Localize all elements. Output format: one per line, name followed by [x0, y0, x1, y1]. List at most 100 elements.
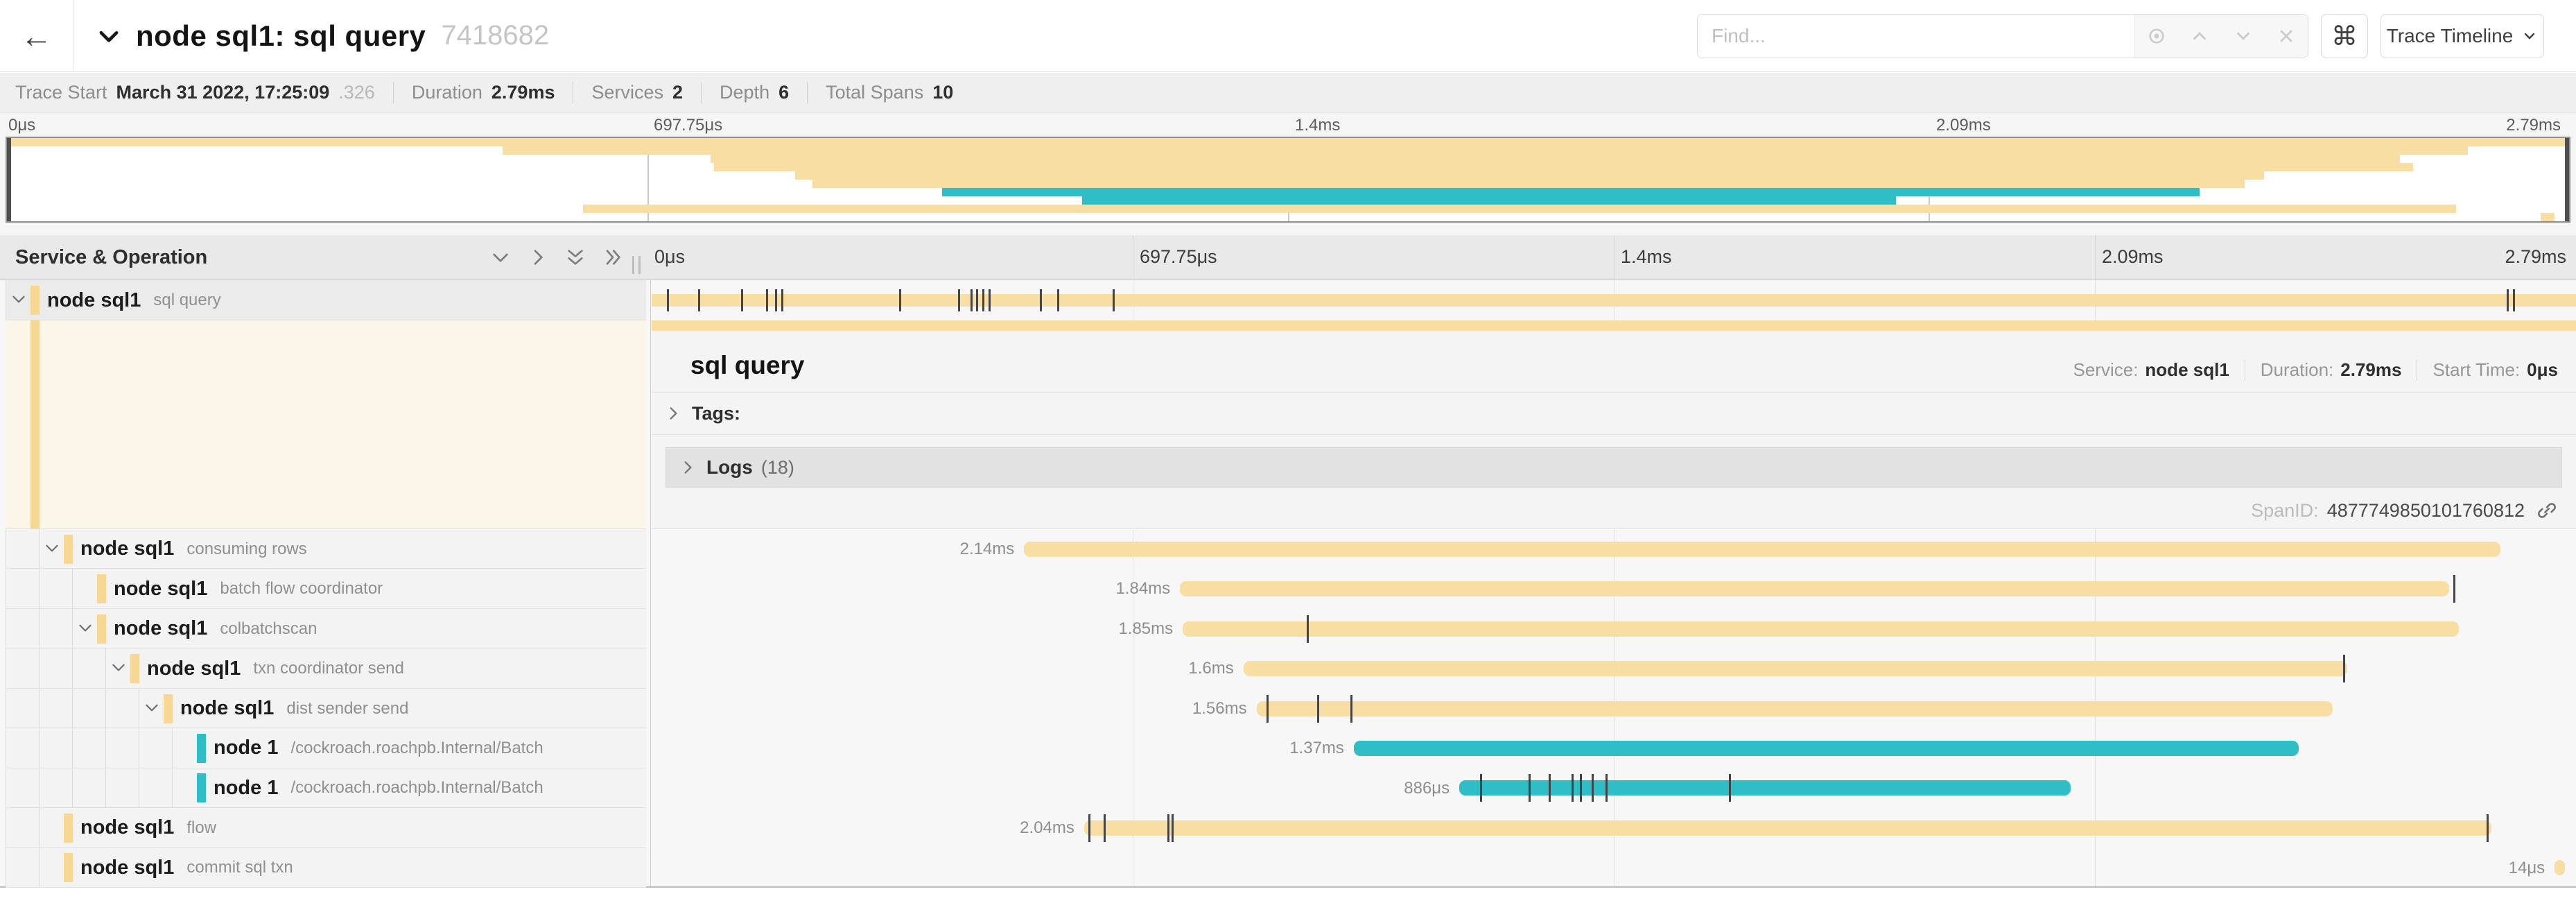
span-duration-bar[interactable] [2555, 860, 2566, 876]
expand-chevron-icon[interactable] [143, 698, 161, 716]
span-row-name-cell[interactable]: node sql1 txn coordinator send [6, 648, 646, 689]
service-operation-header: Service & Operation [15, 246, 208, 268]
span-duration-bar[interactable] [1459, 780, 2071, 796]
span-row-timeline-cell[interactable]: 2.14ms [652, 529, 2576, 569]
span-row-labels: node 1/cockroach.roachpb.Internal/Batch [214, 768, 543, 808]
focus-match-icon[interactable] [2144, 24, 2169, 49]
indent-guide [105, 688, 106, 728]
span-duration-bar[interactable] [1084, 820, 2491, 836]
clear-find-icon[interactable] [2274, 24, 2299, 49]
span-operation-name: commit sql txn [186, 858, 293, 877]
prev-match-icon[interactable] [2187, 24, 2212, 49]
selected-span-bar[interactable] [652, 320, 2576, 331]
chevron-down-icon [2525, 33, 2535, 40]
span-row-timeline-cell[interactable]: 2.04ms [652, 808, 2576, 848]
back-button[interactable]: ← [0, 0, 73, 71]
span-row-name-cell[interactable]: node sql1 batch flow coordinator [6, 569, 646, 609]
span-event-tick [1088, 814, 1090, 842]
span-row-name-cell[interactable]: node sql1 dist sender send [6, 688, 646, 729]
summary-value: 6 [778, 82, 790, 103]
span-row-timeline-cell[interactable] [652, 280, 2576, 320]
span-row-timeline-cell[interactable]: 1.85ms [652, 609, 2576, 648]
span-event-tick [975, 289, 978, 311]
span-row: node sql1 colbatchscan 1.85ms [0, 608, 2576, 649]
indent-guide [39, 608, 40, 648]
span-duration-label: 1.84ms [1115, 579, 1171, 599]
minimap-gridline [647, 138, 649, 221]
minimap-span-bar [812, 180, 2245, 188]
expand-chevron-icon[interactable] [43, 539, 61, 557]
span-event-tick [1103, 814, 1106, 842]
span-event-tick [1307, 614, 1309, 643]
span-row-labels: node sql1 batch flow coordinator [114, 569, 383, 608]
span-service-name: node sql1 [114, 617, 208, 640]
axis-gridline [2095, 235, 2096, 280]
span-operation-name: dist sender send [286, 698, 409, 718]
span-operation-name: txn coordinator send [253, 659, 404, 678]
span-duration-bar[interactable] [1256, 700, 2333, 716]
column-resize-handle[interactable] [632, 256, 641, 274]
collapse-all-icon[interactable] [564, 246, 586, 268]
expand-chevron-icon[interactable] [76, 619, 94, 637]
find-group [1697, 14, 2308, 58]
span-row-name-cell[interactable]: node sql1 consuming rows [6, 529, 646, 569]
deep-link-icon[interactable] [2536, 499, 2558, 522]
column-splitter[interactable] [650, 280, 651, 886]
span-duration-bar[interactable] [1353, 740, 2299, 756]
next-match-icon[interactable] [2231, 24, 2256, 49]
minimap-span-bar [582, 205, 2457, 213]
span-service-name: node 1 [214, 737, 279, 759]
view-select-button[interactable]: Trace Timeline [2381, 14, 2544, 58]
span-row-name-cell[interactable]: node 1/cockroach.roachpb.Internal/Batch [6, 768, 646, 809]
summary-label: Trace Start [15, 82, 107, 103]
span-event-tick [666, 289, 669, 311]
minimap-canvas[interactable] [6, 137, 2570, 223]
expand-all-icon[interactable] [602, 246, 624, 268]
expand-chevron-icon[interactable] [110, 658, 128, 676]
keyboard-shortcuts-button[interactable]: ⌘ [2321, 14, 2368, 58]
span-event-tick [766, 289, 769, 311]
span-row-name-cell[interactable]: node sql1 sql query [6, 280, 646, 320]
span-row-timeline-cell[interactable]: 14μs [652, 848, 2576, 888]
span-color-accent [130, 654, 139, 684]
minimap-right-handle[interactable] [2565, 138, 2569, 221]
minimap-left-handle[interactable] [7, 138, 11, 221]
span-row-timeline-cell[interactable]: 1.37ms [652, 728, 2576, 768]
span-duration-bar[interactable] [1024, 541, 2500, 557]
span-operation-name: flow [186, 818, 217, 837]
span-color-accent [64, 813, 73, 843]
span-row-name-cell[interactable]: node 1/cockroach.roachpb.Internal/Batch [6, 728, 646, 768]
span-duration-bar[interactable] [652, 294, 2576, 307]
collapse-one-icon[interactable] [489, 246, 512, 268]
span-row-name-cell[interactable]: node sql1 flow [6, 808, 646, 848]
tags-accordion[interactable]: Tags: [652, 392, 2576, 435]
page-header: ← node sql1: sql query 7418682 [0, 0, 2576, 72]
span-event-tick [781, 289, 784, 311]
span-event-tick [2342, 655, 2345, 683]
expand-one-icon[interactable] [527, 246, 549, 268]
span-duration-bar[interactable] [1180, 581, 2449, 597]
minimap-span-bar [503, 146, 2469, 155]
summary-item: Services 2 [573, 82, 683, 103]
span-event-tick [1040, 289, 1043, 311]
minimap-span-bar [941, 188, 2200, 196]
find-input[interactable] [1698, 15, 2134, 58]
span-duration-bar[interactable] [1243, 661, 2347, 677]
span-row-name-cell[interactable]: node sql1 colbatchscan [6, 608, 646, 649]
axis-gridline [1614, 235, 1615, 280]
span-row-timeline-cell[interactable]: 1.6ms [652, 648, 2576, 688]
logs-accordion[interactable]: Logs (18) [665, 447, 2562, 488]
summary-item: Depth 6 [701, 82, 789, 103]
span-row-name-cell[interactable]: node sql1 commit sql txn [6, 848, 646, 888]
span-operation-name: batch flow coordinator [220, 579, 383, 599]
span-event-tick [1317, 694, 1320, 723]
span-row-labels: node sql1 sql query [47, 280, 221, 320]
span-duration-bar[interactable] [1183, 621, 2459, 637]
summary-item: Trace Start March 31 2022, 17:25:09 .326 [15, 82, 375, 103]
span-service-name: node sql1 [147, 657, 241, 680]
span-row-timeline-cell[interactable]: 1.56ms [652, 689, 2576, 728]
expand-chevron-icon[interactable] [10, 290, 28, 308]
collapse-trace-chevron-icon[interactable] [96, 23, 122, 49]
span-row-timeline-cell[interactable]: 886μs [652, 768, 2576, 808]
span-row-timeline-cell[interactable]: 1.84ms [652, 569, 2576, 608]
